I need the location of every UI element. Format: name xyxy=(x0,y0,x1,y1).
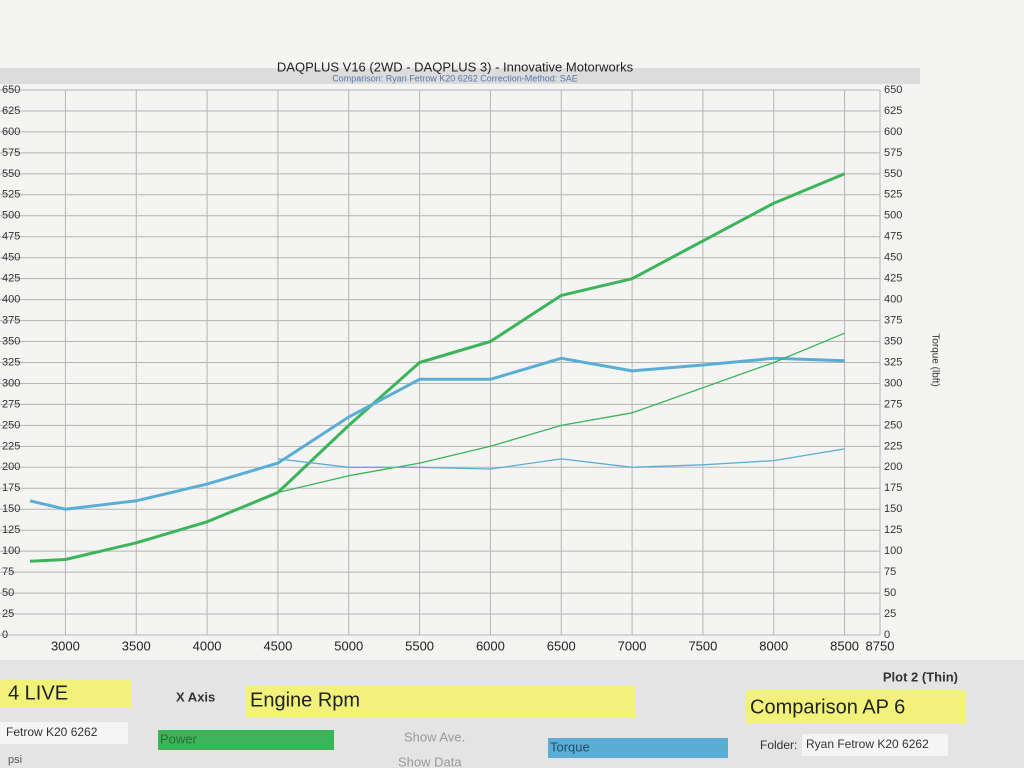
y-tick-label: 175 xyxy=(2,482,20,494)
show-data[interactable]: Show Data xyxy=(398,754,462,768)
control-panel: 4 LIVE X Axis Engine Rpm Plot 2 (Thin) C… xyxy=(0,660,1024,768)
x-tick-label: 8000 xyxy=(759,638,788,653)
y-tick-label: 425 xyxy=(2,273,20,285)
y-tick-label: 600 xyxy=(2,126,20,138)
series-line xyxy=(277,448,845,470)
y-tick-label: 0 xyxy=(2,629,8,641)
y2-tick-label: 125 xyxy=(884,524,902,536)
y2-axis-label: Torque (lbft) xyxy=(929,333,940,386)
y-tick-label: 50 xyxy=(2,587,14,599)
series-line xyxy=(29,172,846,563)
y-tick-label: 150 xyxy=(2,503,20,515)
y-tick-label: 200 xyxy=(2,461,20,473)
y2-tick-label: 0 xyxy=(884,629,890,641)
y-tick-label: 125 xyxy=(2,524,20,536)
comparison-select[interactable] xyxy=(746,690,966,724)
y2-tick-label: 375 xyxy=(884,314,902,326)
folder-box xyxy=(802,734,948,756)
y-tick-label: 400 xyxy=(2,294,20,306)
y2-tick-label: 225 xyxy=(884,440,902,452)
x-axis-label: X Axis xyxy=(176,689,215,704)
y2-tick-label: 450 xyxy=(884,252,902,264)
x-tick-label: 4000 xyxy=(193,638,222,653)
y-tick-label: 250 xyxy=(2,419,20,431)
live-box xyxy=(0,680,132,708)
y-tick-label: 450 xyxy=(2,252,20,264)
y2-tick-label: 325 xyxy=(884,356,902,368)
file-text: Fetrow K20 6262 xyxy=(6,725,98,739)
y-tick-label: 100 xyxy=(2,545,20,557)
torque-select[interactable] xyxy=(548,738,728,758)
y2-tick-label: 275 xyxy=(884,398,902,410)
y-tick-label: 525 xyxy=(2,189,20,201)
y-tick-label: 375 xyxy=(2,314,20,326)
y2-tick-label: 150 xyxy=(884,503,902,515)
y-tick-label: 625 xyxy=(2,105,20,117)
y2-tick-label: 200 xyxy=(884,461,902,473)
x-tick-label: 5000 xyxy=(334,638,363,653)
y-tick-label: 300 xyxy=(2,377,20,389)
x-tick-label: 3000 xyxy=(51,638,80,653)
y2-tick-label: 500 xyxy=(884,210,902,222)
chart-title: DAQPLUS V16 (2WD - DAQPLUS 3) - Innovati… xyxy=(277,59,634,74)
folder-value: Ryan Fetrow K20 6262 xyxy=(806,737,929,751)
x-tick-label: 7000 xyxy=(618,638,647,653)
power-select[interactable] xyxy=(158,730,334,750)
x-tick-label: 8500 xyxy=(830,638,859,653)
y2-tick-label: 650 xyxy=(884,84,902,96)
y2-tick-label: 250 xyxy=(884,419,902,431)
y2-tick-label: 300 xyxy=(884,377,902,389)
x-tick-label: 6500 xyxy=(547,638,576,653)
y2-tick-label: 400 xyxy=(884,294,902,306)
y-tick-label: 575 xyxy=(2,147,20,159)
x-tick-label: 7500 xyxy=(688,638,717,653)
y-tick-label: 225 xyxy=(2,440,20,452)
live-text: 4 LIVE xyxy=(8,682,68,704)
folder-label: Folder: xyxy=(760,738,797,752)
paper xyxy=(0,0,1024,660)
x-tick-label: 3500 xyxy=(122,638,151,653)
y-tick-label: 275 xyxy=(2,398,20,410)
series-line xyxy=(277,332,845,494)
x-tick-label: 8750 xyxy=(866,638,895,653)
psi-text: psi xyxy=(8,754,22,766)
y2-tick-label: 550 xyxy=(884,168,902,180)
y2-tick-label: 525 xyxy=(884,189,902,201)
torque-label: Torque xyxy=(550,739,590,754)
y2-tick-label: 575 xyxy=(884,147,902,159)
y2-tick-label: 100 xyxy=(884,545,902,557)
x-tick-label: 6000 xyxy=(476,638,505,653)
power-label: Power xyxy=(160,731,198,746)
y-tick-label: 350 xyxy=(2,335,20,347)
y2-tick-label: 25 xyxy=(884,608,896,620)
y-tick-label: 475 xyxy=(2,231,20,243)
y-tick-label: 500 xyxy=(2,210,20,222)
y-tick-label: 25 xyxy=(2,608,14,620)
y2-tick-label: 475 xyxy=(884,231,902,243)
y-tick-label: 650 xyxy=(2,84,20,96)
y-tick-label: 325 xyxy=(2,356,20,368)
show-ave[interactable]: Show Ave. xyxy=(404,729,465,744)
x-tick-label: 5500 xyxy=(405,638,434,653)
x-axis-value: Engine Rpm xyxy=(250,689,360,711)
y-tick-label: 75 xyxy=(2,566,14,578)
plot2-label: Plot 2 (Thin) xyxy=(883,669,958,684)
title-band xyxy=(0,68,920,84)
y2-tick-label: 175 xyxy=(884,482,902,494)
x-axis-select[interactable] xyxy=(246,686,636,718)
y2-tick-label: 600 xyxy=(884,126,902,138)
chart-subtitle: Comparison: Ryan Fetrow K20 6262 Correct… xyxy=(332,73,578,83)
y2-tick-label: 350 xyxy=(884,335,902,347)
x-tick-label: 4500 xyxy=(263,638,292,653)
y-tick-label: 550 xyxy=(2,168,20,180)
comparison-value: Comparison AP 6 xyxy=(750,696,905,718)
y2-tick-label: 50 xyxy=(884,587,896,599)
y2-tick-label: 625 xyxy=(884,105,902,117)
file-box xyxy=(0,722,128,744)
series-line xyxy=(29,356,845,511)
y2-tick-label: 425 xyxy=(884,273,902,285)
y2-tick-label: 75 xyxy=(884,566,896,578)
